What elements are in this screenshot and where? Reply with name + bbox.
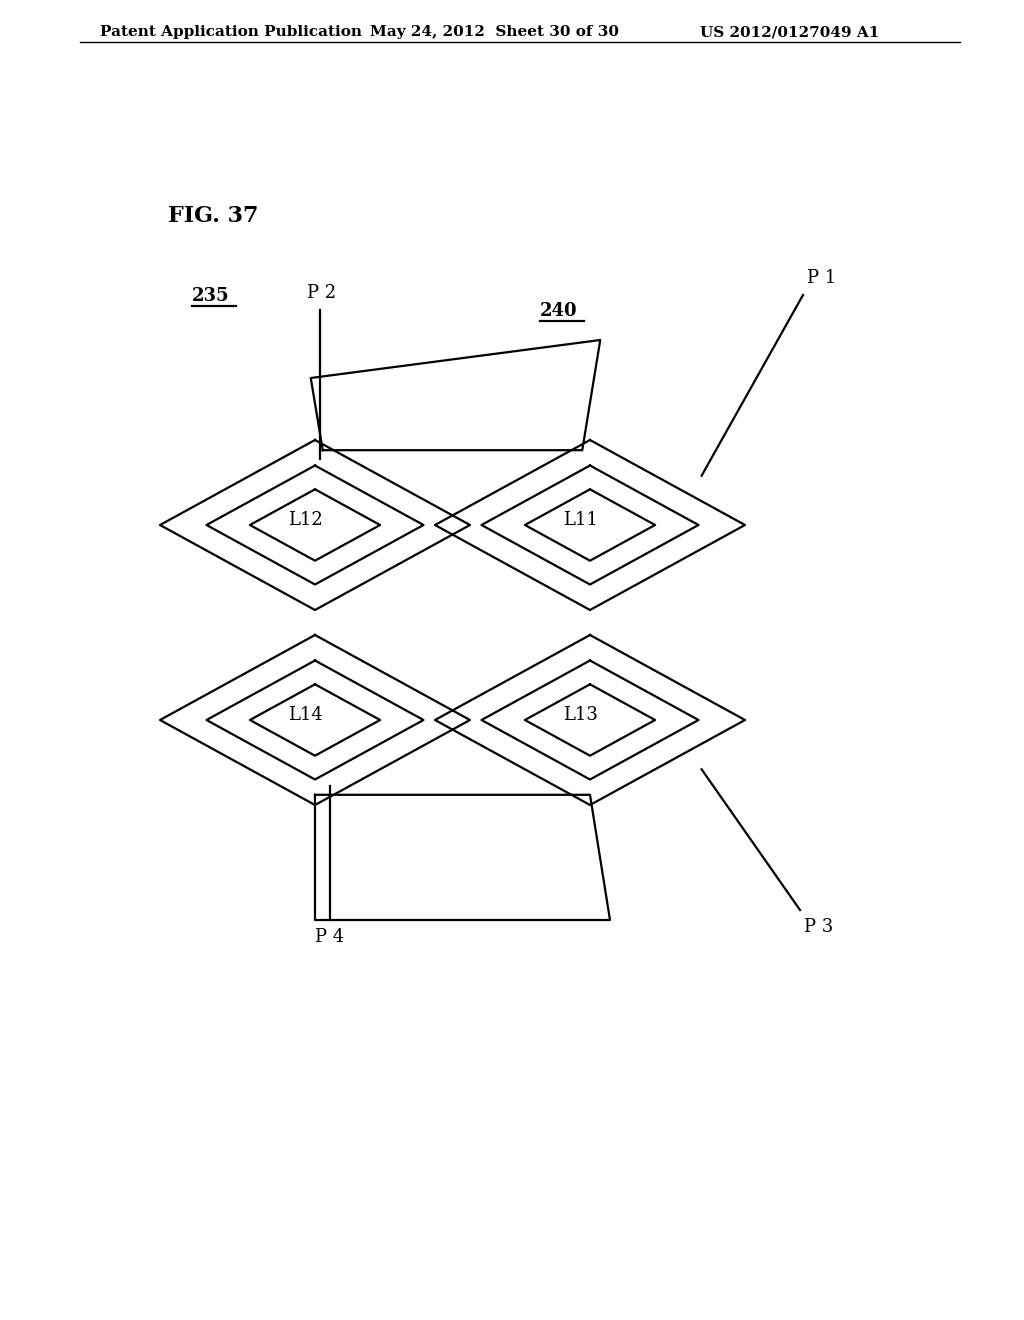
Text: May 24, 2012  Sheet 30 of 30: May 24, 2012 Sheet 30 of 30 [370,25,618,40]
Text: L13: L13 [562,706,597,723]
Text: US 2012/0127049 A1: US 2012/0127049 A1 [700,25,880,40]
Text: 235: 235 [193,286,229,305]
Text: P 2: P 2 [307,284,337,302]
Text: L14: L14 [288,706,323,723]
Text: P 3: P 3 [804,917,834,936]
Text: L12: L12 [288,511,323,529]
Text: L11: L11 [562,511,597,529]
Text: 240: 240 [540,302,578,319]
Text: P 4: P 4 [315,928,344,946]
Text: Patent Application Publication: Patent Application Publication [100,25,362,40]
Text: P 1: P 1 [807,269,837,286]
Text: FIG. 37: FIG. 37 [168,205,258,227]
